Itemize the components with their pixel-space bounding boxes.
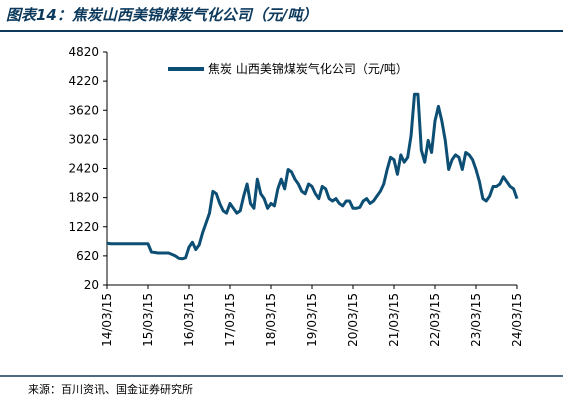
- x-tick-label: 18/03/15: [264, 293, 278, 347]
- y-tick-label: 1220: [68, 220, 99, 234]
- legend-label: 焦炭 山西美锦煤炭气化公司（元/吨）: [208, 61, 408, 76]
- y-tick-label: 1820: [68, 191, 99, 205]
- x-tick-label: 20/03/15: [346, 293, 360, 347]
- x-tick-label: 14/03/15: [100, 293, 114, 347]
- chart-title: 图表14：焦炭山西美锦煤炭气化公司（元/吨）: [6, 6, 317, 24]
- x-tick-label: 21/03/15: [387, 293, 401, 347]
- source-note: 来源：百川资讯、国金证券研究所: [28, 382, 193, 396]
- x-tick-label: 19/03/15: [305, 293, 319, 347]
- x-tick-label: 23/03/15: [469, 293, 483, 347]
- x-tick-label: 16/03/15: [182, 293, 196, 347]
- y-tick-label: 20: [84, 278, 99, 292]
- y-tick-label: 4220: [68, 74, 99, 88]
- y-tick-label: 620: [76, 249, 99, 263]
- y-tick-label: 2420: [68, 162, 99, 176]
- data-line: [106, 92, 519, 261]
- x-tick-label: 15/03/15: [141, 293, 155, 347]
- x-tick-label: 17/03/15: [223, 293, 237, 347]
- x-tick-label: 24/03/15: [510, 293, 524, 347]
- y-tick-label: 3620: [68, 103, 99, 117]
- y-tick-label: 4820: [68, 45, 99, 59]
- x-tick-label: 22/03/15: [428, 293, 442, 347]
- y-tick-label: 3020: [68, 132, 99, 146]
